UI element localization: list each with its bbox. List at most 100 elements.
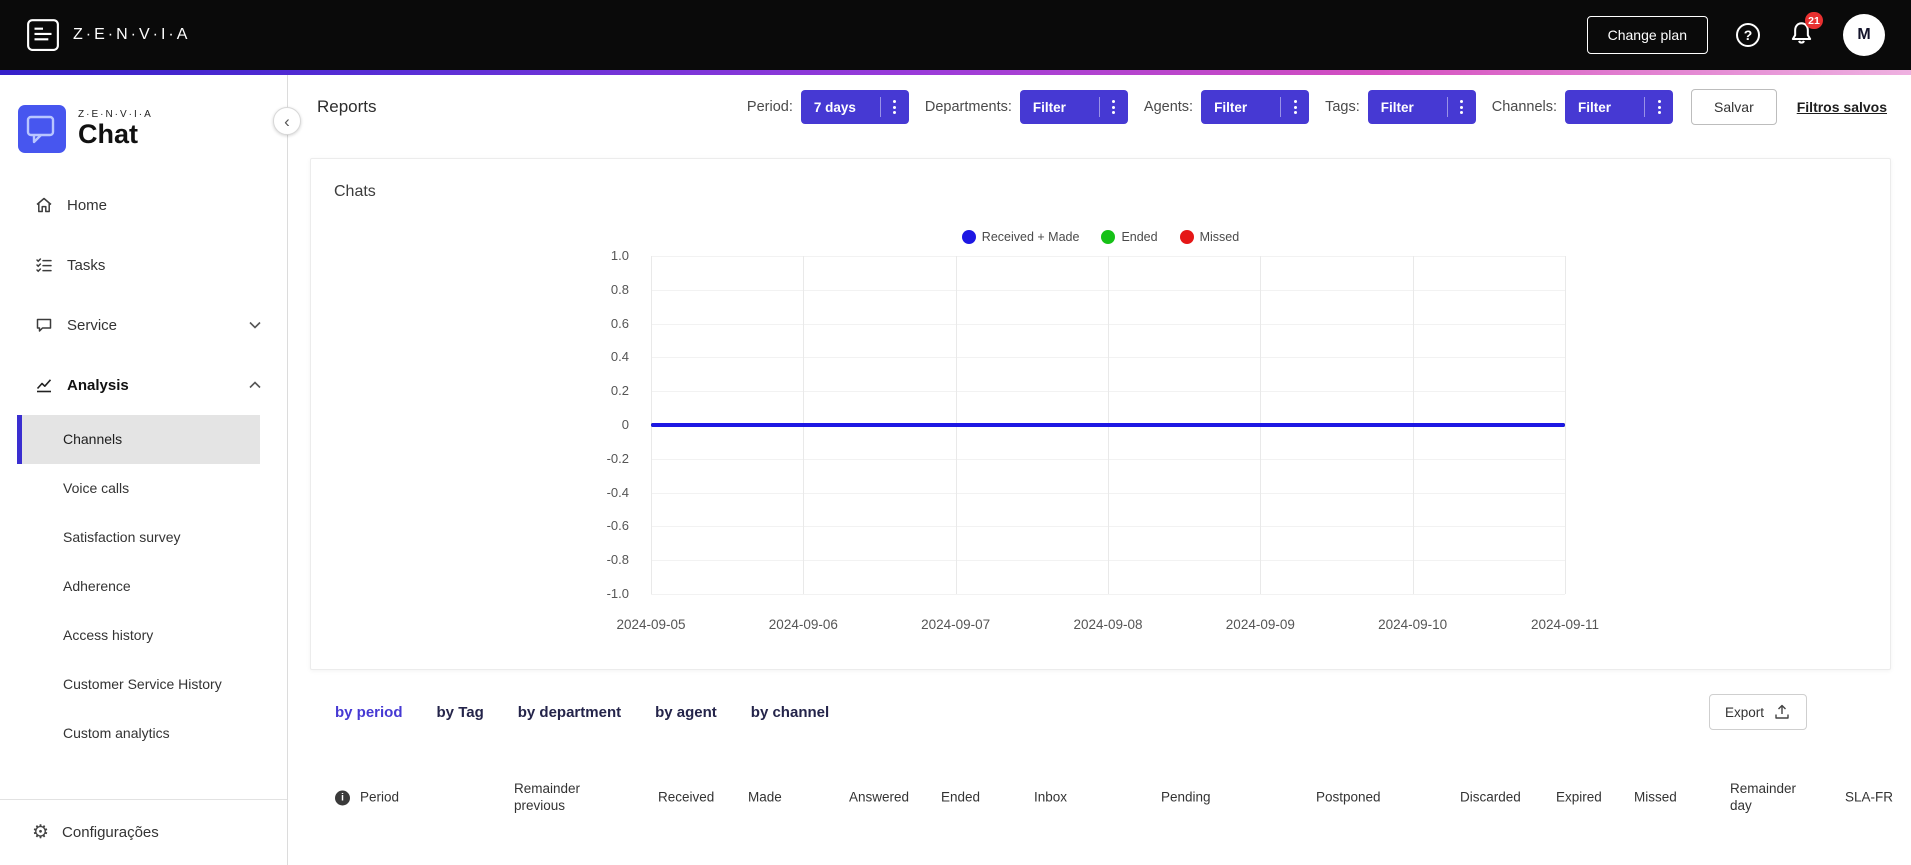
filter-button-tags[interactable]: Filter [1367,90,1476,124]
filter-value: Filter [1032,99,1066,115]
sidebar-item-configuracoes[interactable]: ⚙ Configurações [0,799,287,865]
kebab-menu-icon [1100,100,1128,114]
column-made: Made [748,789,782,805]
filter-group-channels: Channels: Filter [1491,90,1674,124]
column-pending: Pending [1161,789,1211,805]
y-tick-label: 0.2 [610,383,629,399]
sidebar-item-satisfaction-survey[interactable]: Satisfaction survey [63,529,181,545]
filter-button-divider [879,97,881,117]
sidebar-footer-label: Configurações [62,824,159,841]
brand-text: Z·E·N·V·I·A [73,26,191,43]
kebab-menu-icon [1281,100,1309,114]
x-tick-label: 2024-09-10 [1378,617,1448,632]
sidebar: Z·E·N·V·I·A Chat ‹ Home Tasks Service [0,75,301,865]
filter-button-divider [1280,97,1282,117]
filter-button-channels[interactable]: Filter [1565,90,1674,124]
sidebar-collapse-button[interactable]: ‹ [273,107,301,135]
sidebar-item-customer-service-history[interactable]: Customer Service History [63,676,222,692]
kebab-menu-icon [881,100,909,114]
topbar: Z·E·N·V·I·A Change plan ? 21 M [0,0,1911,70]
logo-product-text: Chat [78,119,138,150]
saved-filters-link[interactable]: Filtros salvos [1796,99,1887,115]
sidebar-item-access-history[interactable]: Access history [63,627,154,643]
y-tick-label: 0.4 [610,349,629,365]
legend-dot-icon [1101,230,1116,244]
sidebar-item-voice-calls[interactable]: Voice calls [63,480,130,496]
chart-legend: Received + Made Ended Missed [311,230,1890,244]
sidebar-item-channels[interactable]: Channels [17,415,260,464]
column-answered: Answered [849,789,910,805]
reports-header: Reports Period: 7 days Departments: Filter A… [289,75,1911,139]
avatar[interactable]: M [1843,14,1885,56]
legend-received-made: Received + Made [961,230,1080,244]
filter-button-agents[interactable]: Filter [1201,90,1310,124]
chevron-up-icon [249,381,261,389]
sidebar-item-custom-analytics[interactable]: Custom analytics [63,725,170,741]
filter-label-channels: Channels: [1491,99,1558,115]
y-tick-label: -0.6 [606,518,629,534]
table-tabs-row: by period by Tag by department by agent by c… [289,694,1911,730]
tasks-icon [34,255,54,275]
tab-by-tag[interactable]: by Tag [436,703,484,721]
y-tick-label: -0.2 [606,450,629,466]
sidebar-item-label: Service [67,316,118,334]
sidebar-nav: Home Tasks Service Analysis [0,175,287,758]
help-icon[interactable]: ? [1736,23,1760,47]
sidebar-item-label: Home [67,196,108,214]
zenvia-chat-logo-icon [18,105,66,153]
notifications-button[interactable]: 21 [1788,12,1823,51]
change-plan-button[interactable]: Change plan [1586,16,1708,54]
analysis-submenu: Channels Voice calls Satisfaction survey Ad… [0,415,287,758]
filter-label-agents: Agents: [1143,99,1194,115]
column-remainder-previous: Remainder previous [514,781,581,813]
filter-button-departments[interactable]: Filter [1019,90,1128,124]
column-inbox: Inbox [1034,789,1068,805]
notification-badge: 21 [1805,12,1823,29]
sidebar-item-service[interactable]: Service [0,295,287,355]
x-tick-label: 2024-09-06 [768,617,838,632]
column-ended: Ended [941,789,981,805]
series-line-received-made [651,423,1565,427]
filter-button-period[interactable]: 7 days [800,90,909,124]
table-tabs: by period by Tag by department by agent by c… [335,704,863,721]
column-postponed: Postponed [1316,789,1381,805]
legend-label: Received + Made [981,230,1080,244]
x-tick-label: 2024-09-08 [1073,617,1143,632]
filter-button-divider [1098,97,1100,117]
filter-value: Filter [1214,99,1248,115]
column-period: Period [360,789,400,805]
filter-label-departments: Departments: [924,99,1012,115]
sidebar-item-home[interactable]: Home [0,175,287,235]
y-tick-label: -1.0 [606,586,629,601]
sidebar-item-adherence[interactable]: Adherence [63,578,131,594]
gear-icon: ⚙ [32,822,50,843]
filter-value: Filter [1380,99,1414,115]
sidebar-item-analysis[interactable]: Analysis [0,355,287,415]
sidebar-item-label: Analysis [67,376,129,394]
tab-by-agent[interactable]: by agent [655,703,717,721]
y-tick-label: -0.4 [606,484,629,500]
tab-by-department[interactable]: by department [517,703,622,721]
tab-by-channel[interactable]: by channel [750,703,830,721]
y-tick-label: 0 [621,417,629,432]
y-tick-label: 0.8 [610,281,629,297]
filter-label-tags: Tags: [1325,99,1360,115]
export-button[interactable]: Export [1708,694,1807,730]
filter-button-divider [1446,97,1448,117]
topbar-actions: Change plan ? 21 M [1586,12,1885,56]
export-label: Export [1724,704,1764,720]
legend-label: Ended [1121,230,1158,244]
legend-missed: Missed [1179,230,1239,244]
table-header: i Period Remainder previous Received Made An… [289,775,1911,821]
save-filters-button[interactable]: Salvar [1691,89,1777,125]
y-tick-label: 0.6 [610,315,629,331]
sidebar-item-label: Tasks [67,256,106,274]
x-tick-label: 2024-09-11 [1530,617,1600,632]
tab-by-period[interactable]: by period [335,703,403,721]
sidebar-item-tasks[interactable]: Tasks [0,235,287,295]
column-sla-fr: SLA-FR [1845,789,1894,805]
v-gridline [1565,256,1566,594]
export-icon [1775,704,1789,719]
x-tick-label: 2024-09-05 [616,617,686,632]
main-content: Reports Period: 7 days Departments: Filter A… [289,75,1911,865]
